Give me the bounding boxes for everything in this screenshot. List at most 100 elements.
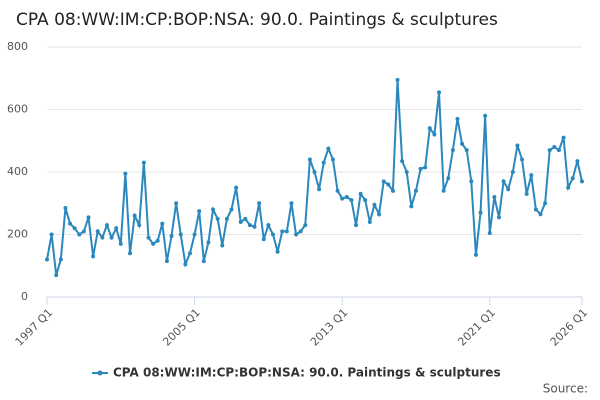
point	[432, 132, 437, 137]
source: Source:	[543, 382, 588, 396]
point	[178, 232, 183, 237]
point	[151, 241, 156, 246]
point	[496, 215, 501, 220]
point	[284, 229, 289, 234]
point	[275, 249, 280, 254]
point	[469, 179, 474, 184]
point	[515, 143, 520, 148]
point	[187, 251, 192, 256]
point	[123, 171, 128, 176]
point	[510, 170, 515, 174]
point	[247, 223, 252, 228]
point	[164, 259, 169, 264]
point	[437, 90, 442, 95]
point	[201, 259, 206, 264]
y-tick-label: 600	[7, 103, 28, 116]
point	[377, 212, 382, 217]
point	[427, 126, 432, 131]
point	[473, 252, 478, 257]
point	[580, 179, 584, 184]
point	[183, 262, 188, 267]
point	[464, 148, 469, 153]
point	[294, 232, 299, 237]
point	[354, 223, 359, 228]
point	[266, 223, 271, 228]
point	[192, 232, 197, 237]
point	[372, 202, 377, 207]
point	[298, 229, 303, 234]
point	[335, 188, 340, 193]
point	[395, 77, 400, 82]
point	[552, 145, 557, 149]
point	[224, 216, 229, 221]
point	[524, 191, 529, 196]
point	[303, 223, 308, 228]
point	[211, 207, 216, 212]
point	[492, 195, 497, 199]
point	[81, 229, 86, 234]
point	[141, 160, 146, 165]
point	[77, 232, 82, 237]
point	[86, 215, 91, 220]
point	[146, 235, 151, 240]
point	[280, 229, 285, 234]
point	[363, 198, 368, 203]
point	[386, 182, 391, 187]
x-tick-label: 2021 Q1	[455, 306, 498, 349]
point	[543, 201, 548, 206]
point	[478, 210, 483, 215]
x-tick-label: 2005 Q1	[160, 306, 203, 349]
point	[381, 179, 386, 184]
point	[104, 223, 109, 228]
chart-title: CPA 08:WW:IM:CP:BOP:NSA: 90.0. Paintings…	[16, 10, 498, 30]
point	[63, 205, 68, 210]
point	[312, 170, 317, 174]
point	[132, 213, 137, 218]
y-tick-label: 800	[7, 40, 28, 53]
point	[169, 234, 174, 239]
point	[400, 159, 405, 164]
point	[197, 209, 202, 214]
point	[109, 235, 114, 240]
point	[423, 165, 428, 170]
point	[307, 157, 312, 162]
point	[261, 237, 266, 242]
point	[529, 173, 534, 178]
point	[215, 216, 220, 221]
point	[450, 148, 455, 153]
point	[455, 116, 460, 121]
point	[487, 230, 492, 235]
point	[501, 179, 506, 184]
point	[114, 226, 119, 231]
point	[206, 240, 211, 245]
point	[358, 191, 363, 196]
point	[390, 188, 395, 193]
point	[128, 251, 133, 256]
point	[58, 257, 63, 262]
y-tick-label: 200	[7, 228, 28, 241]
point	[289, 201, 294, 206]
point	[155, 238, 160, 243]
legend-label: CPA 08:WW:IM:CP:BOP:NSA: 90.0. Paintings…	[113, 366, 501, 380]
point	[330, 157, 335, 162]
point	[54, 273, 59, 278]
point	[234, 185, 239, 190]
point	[257, 201, 262, 206]
point	[367, 220, 372, 224]
point	[45, 257, 49, 262]
point	[220, 243, 225, 248]
point	[118, 241, 123, 246]
point	[243, 216, 248, 221]
point	[349, 198, 354, 203]
point	[566, 185, 571, 190]
point	[317, 187, 322, 192]
point	[506, 187, 511, 192]
point	[68, 221, 73, 226]
point	[520, 157, 525, 162]
point	[561, 135, 566, 140]
point	[547, 148, 552, 153]
point	[404, 170, 409, 174]
point	[533, 207, 538, 212]
point	[575, 159, 580, 164]
